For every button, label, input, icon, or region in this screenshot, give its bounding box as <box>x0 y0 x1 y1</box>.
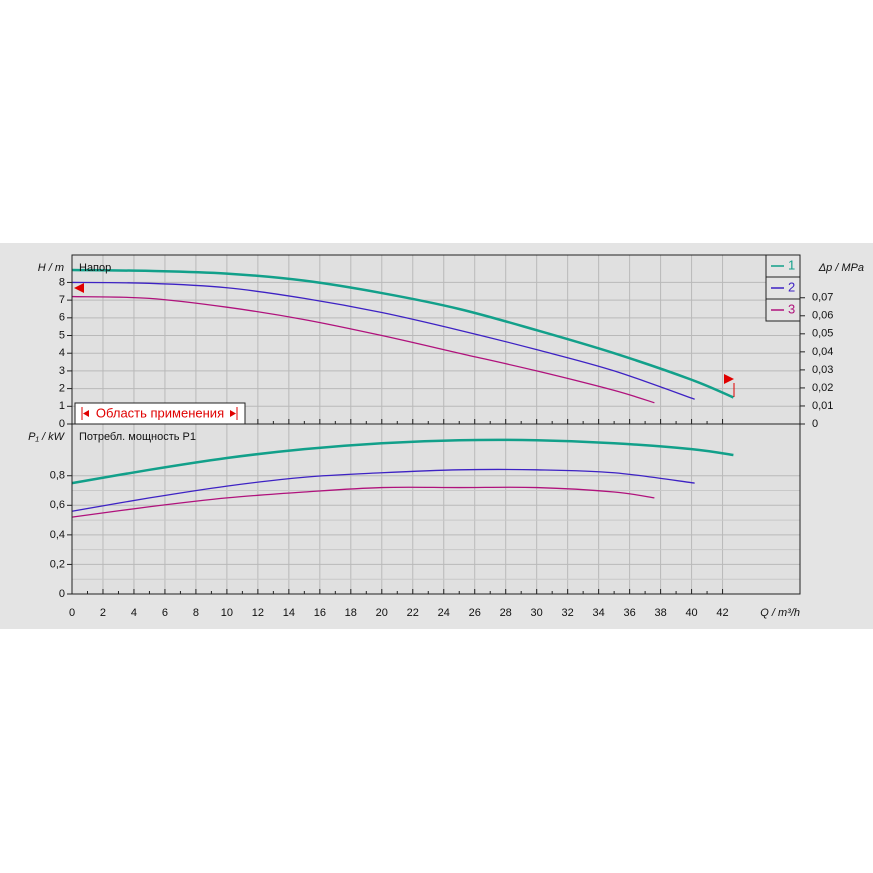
series-line <box>71 438 734 485</box>
x-tick-label: 10 <box>221 607 233 619</box>
y-tick-label: 0 <box>59 418 65 430</box>
annotation: Область применения <box>96 405 224 420</box>
x-tick-label: 22 <box>407 607 419 619</box>
annotation-box <box>74 402 246 425</box>
x-tick-label: 30 <box>531 607 543 619</box>
x-tick-label: 26 <box>469 607 481 619</box>
plot-frame <box>71 423 801 595</box>
y-tick-label: 8 <box>59 276 65 288</box>
series-line <box>71 468 695 512</box>
legend-label: 2 <box>788 279 795 294</box>
y2-axis-label: Δp / MPa <box>818 262 864 274</box>
y-tick-label: 1 <box>59 400 65 412</box>
x-tick-label: 38 <box>654 607 666 619</box>
x-tick-label: 42 <box>716 607 728 619</box>
x-tick-label: 16 <box>314 607 326 619</box>
y2-tick-label: 0,01 <box>812 400 833 412</box>
chart-title: Потребл. мощность P1 <box>79 431 196 443</box>
x-tick-label: 14 <box>283 607 295 619</box>
y-axis-label: H / m <box>38 262 64 274</box>
y-tick-label: 5 <box>59 329 65 341</box>
y2-tick-label: 0 <box>812 418 818 430</box>
y-tick-label: 0,4 <box>50 529 65 541</box>
x-tick-label: 24 <box>438 607 450 619</box>
y2-tick-label: 0,03 <box>812 364 833 376</box>
series-line <box>71 268 734 399</box>
series-line <box>71 295 655 404</box>
x-tick-label: 20 <box>376 607 388 619</box>
x-tick-label: 8 <box>193 607 199 619</box>
series-line <box>71 486 655 518</box>
x-tick-label: 18 <box>345 607 357 619</box>
range-marker <box>74 283 84 293</box>
x-tick-label: 0 <box>69 607 75 619</box>
y-tick-label: 3 <box>59 365 65 377</box>
x-tick-label: 6 <box>162 607 168 619</box>
range-marker <box>724 374 734 384</box>
x-tick-label: 2 <box>100 607 106 619</box>
x-tick-label: 28 <box>500 607 512 619</box>
y2-tick-label: 0,04 <box>812 346 833 358</box>
legend: 1 2 3 <box>765 254 801 322</box>
legend-label: 1 <box>788 257 795 272</box>
series-line <box>71 281 695 400</box>
x-tick-label: 40 <box>685 607 697 619</box>
y-tick-label: 7 <box>59 294 65 306</box>
x-axis-label: Q / m³/h <box>760 607 800 619</box>
x-tick-label: 32 <box>562 607 574 619</box>
y2-tick-label: 0,07 <box>812 292 833 304</box>
annotation-arrow <box>83 410 89 417</box>
x-tick-label: 12 <box>252 607 264 619</box>
chart-title: Напор <box>79 262 111 274</box>
legend-label: 3 <box>788 301 795 316</box>
y-tick-label: 2 <box>59 383 65 395</box>
y2-tick-label: 0,06 <box>812 310 833 322</box>
y2-tick-label: 0,02 <box>812 382 833 394</box>
y2-tick-label: 0,05 <box>812 328 833 340</box>
y-tick-label: 0 <box>59 588 65 600</box>
x-tick-label: 34 <box>593 607 605 619</box>
marks <box>71 268 734 518</box>
annotation-arrow <box>230 410 236 417</box>
y-tick-label: 0,2 <box>50 558 65 570</box>
y-axis-label: P₁ / kW <box>28 431 65 443</box>
x-tick-label: 36 <box>623 607 635 619</box>
y-tick-label: 6 <box>59 312 65 324</box>
x-tick-label: 4 <box>131 607 137 619</box>
y-tick-label: 0,6 <box>50 499 65 511</box>
y-tick-label: 0,8 <box>50 470 65 482</box>
y-tick-label: 4 <box>59 347 65 359</box>
